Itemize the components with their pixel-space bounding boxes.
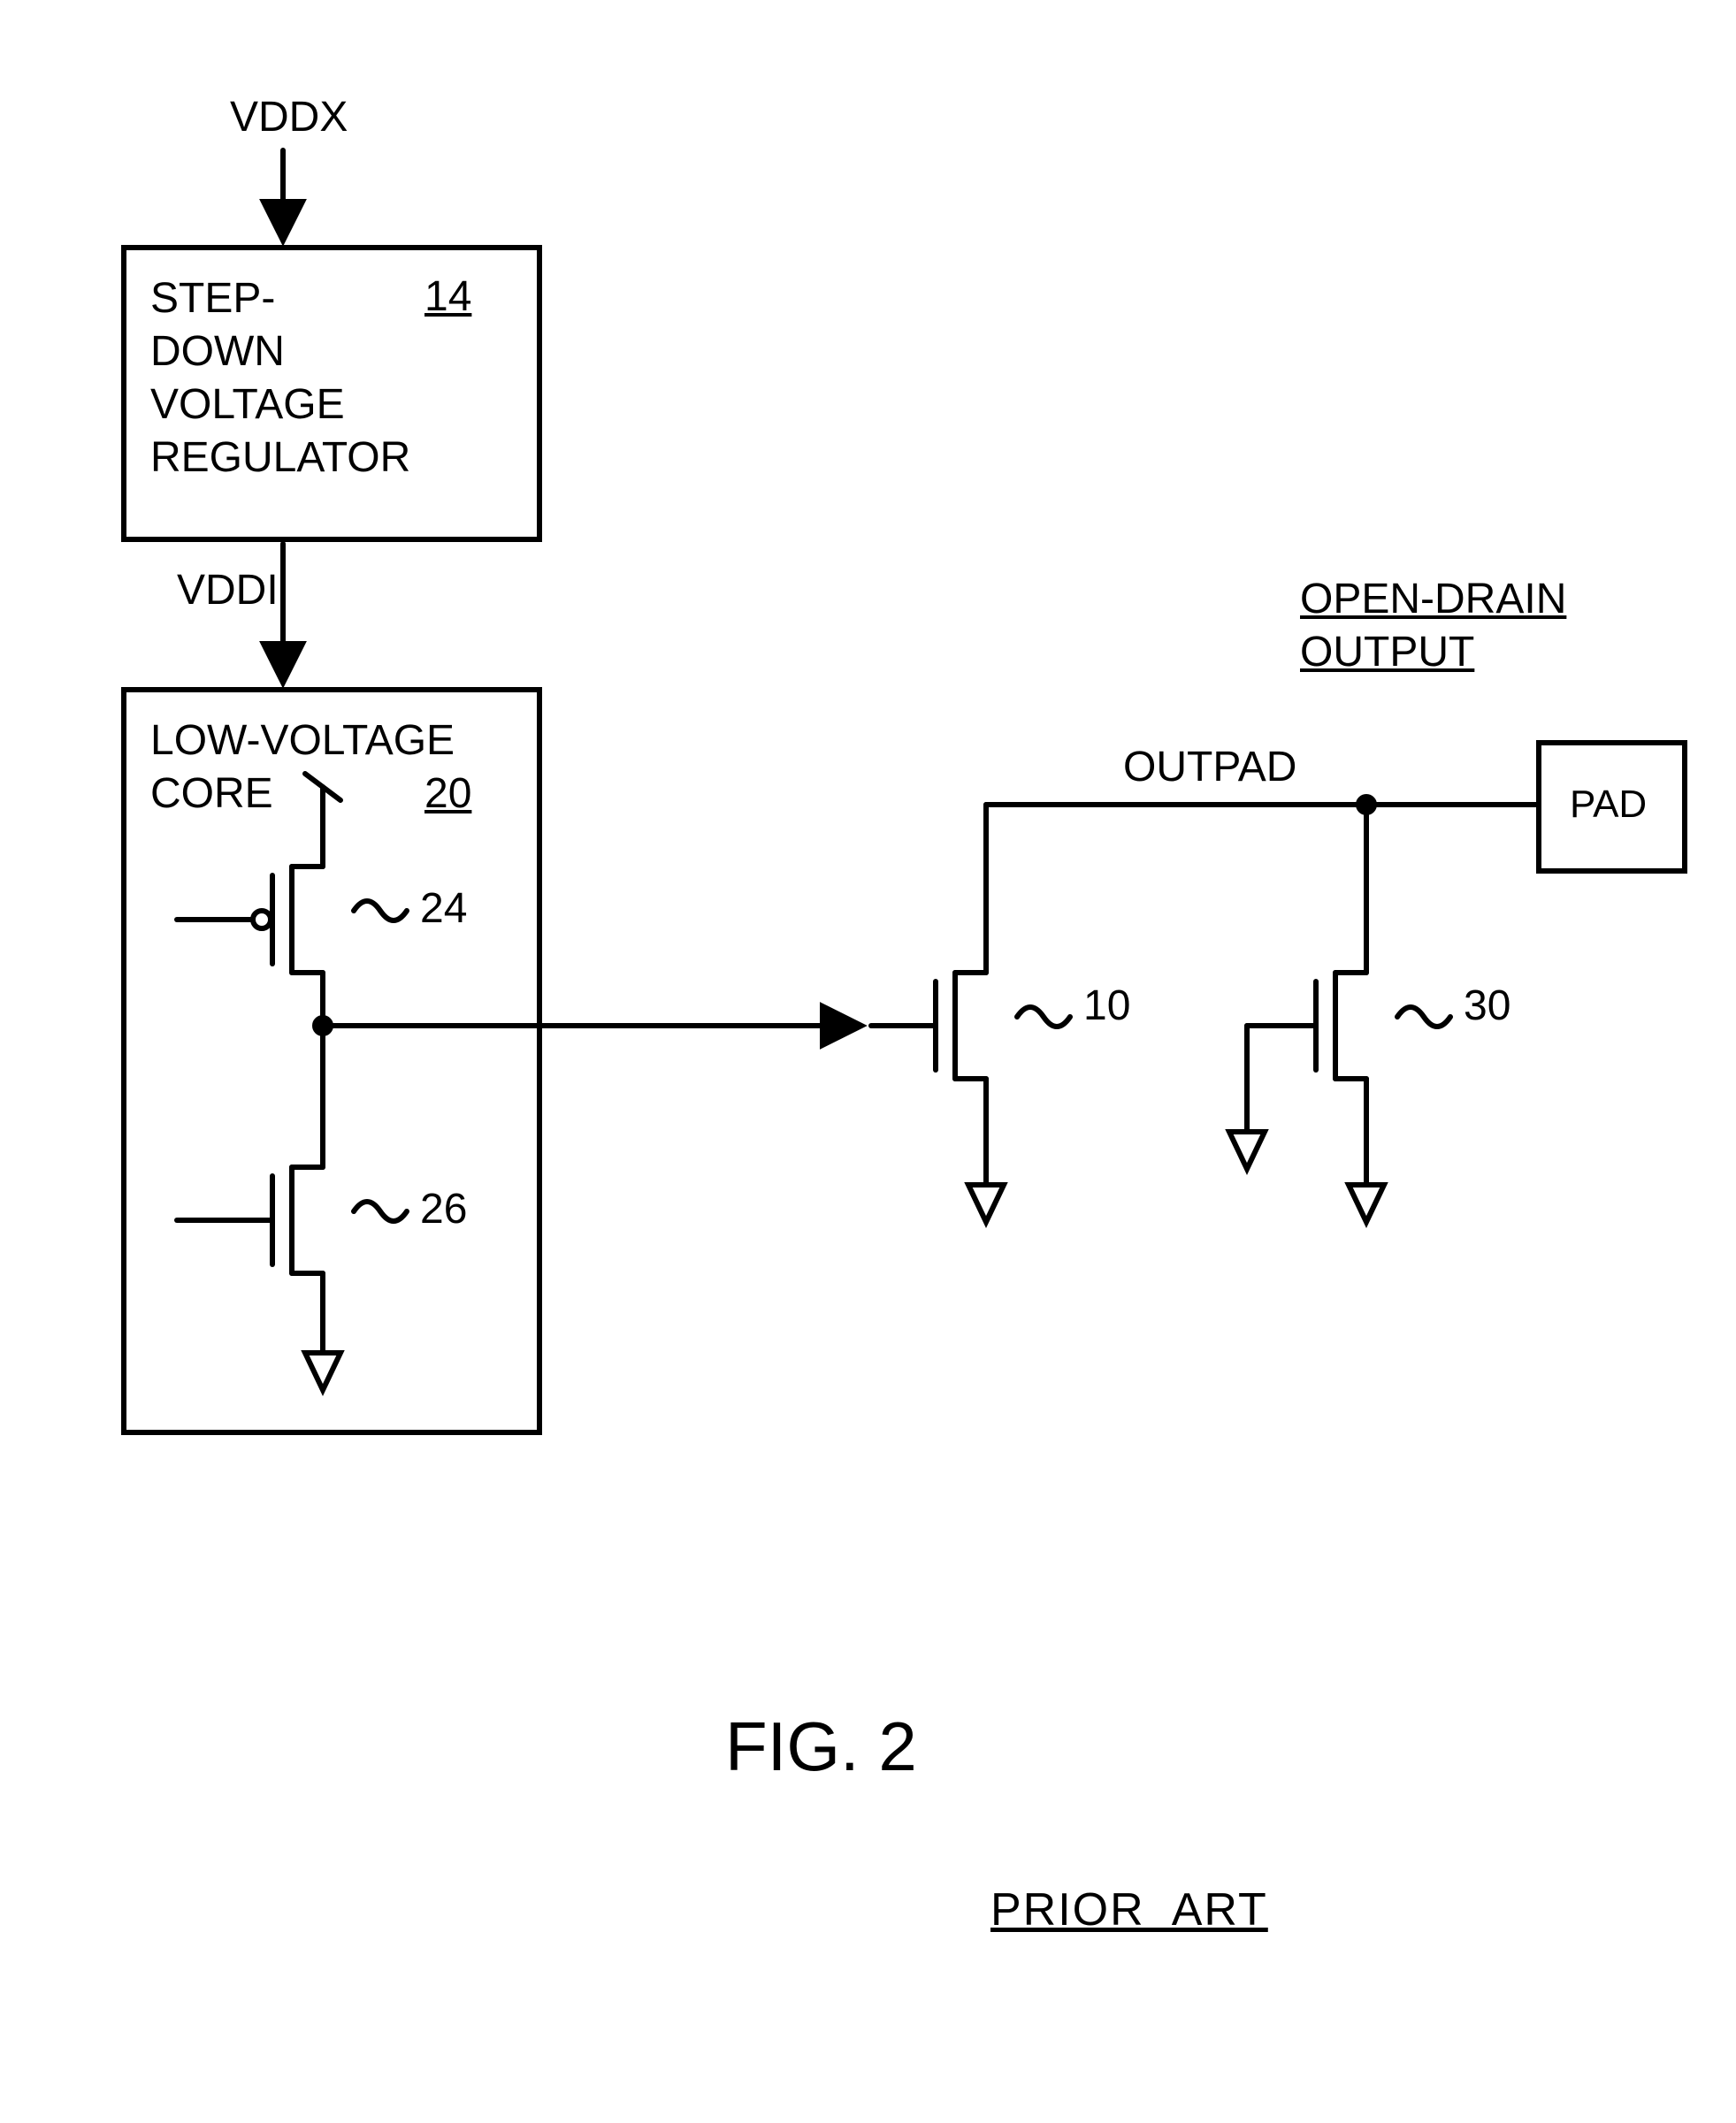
- open-drain-line2: OUTPUT: [1300, 628, 1474, 676]
- core-line1: LOW-VOLTAGE: [150, 716, 455, 765]
- m24-ref: 24: [420, 884, 467, 933]
- figure-title: FIG. 2: [725, 1707, 917, 1787]
- regulator-line3: VOLTAGE: [150, 380, 345, 429]
- transistor-m24: [177, 836, 407, 1026]
- figure-subtitle: PRIOR ART: [990, 1883, 1268, 1936]
- outpad-label: OUTPAD: [1123, 743, 1296, 791]
- m30-ref: 30: [1464, 981, 1510, 1030]
- regulator-line2: DOWN: [150, 327, 285, 376]
- open-drain-line1: OPEN-DRAIN: [1300, 575, 1566, 623]
- pad-label: PAD: [1570, 783, 1647, 827]
- ground-m30: [1349, 1149, 1384, 1222]
- vddx-label: VDDX: [230, 93, 348, 141]
- core-line2: CORE: [150, 769, 273, 818]
- ground-m26: [305, 1326, 340, 1390]
- transistor-m10: [936, 920, 1070, 1149]
- transistor-m26: [177, 1114, 407, 1326]
- transistor-m30: [1247, 920, 1450, 1149]
- ground-m30-gate: [1229, 1132, 1265, 1169]
- m26-ref: 26: [420, 1185, 467, 1233]
- ground-m10: [968, 1149, 1004, 1222]
- regulator-line4: REGULATOR: [150, 433, 410, 482]
- core-ref: 20: [424, 769, 471, 818]
- vddi-label: VDDI: [177, 566, 279, 615]
- regulator-line1: STEP-: [150, 274, 275, 323]
- regulator-ref: 14: [424, 272, 471, 321]
- m10-ref: 10: [1083, 981, 1130, 1030]
